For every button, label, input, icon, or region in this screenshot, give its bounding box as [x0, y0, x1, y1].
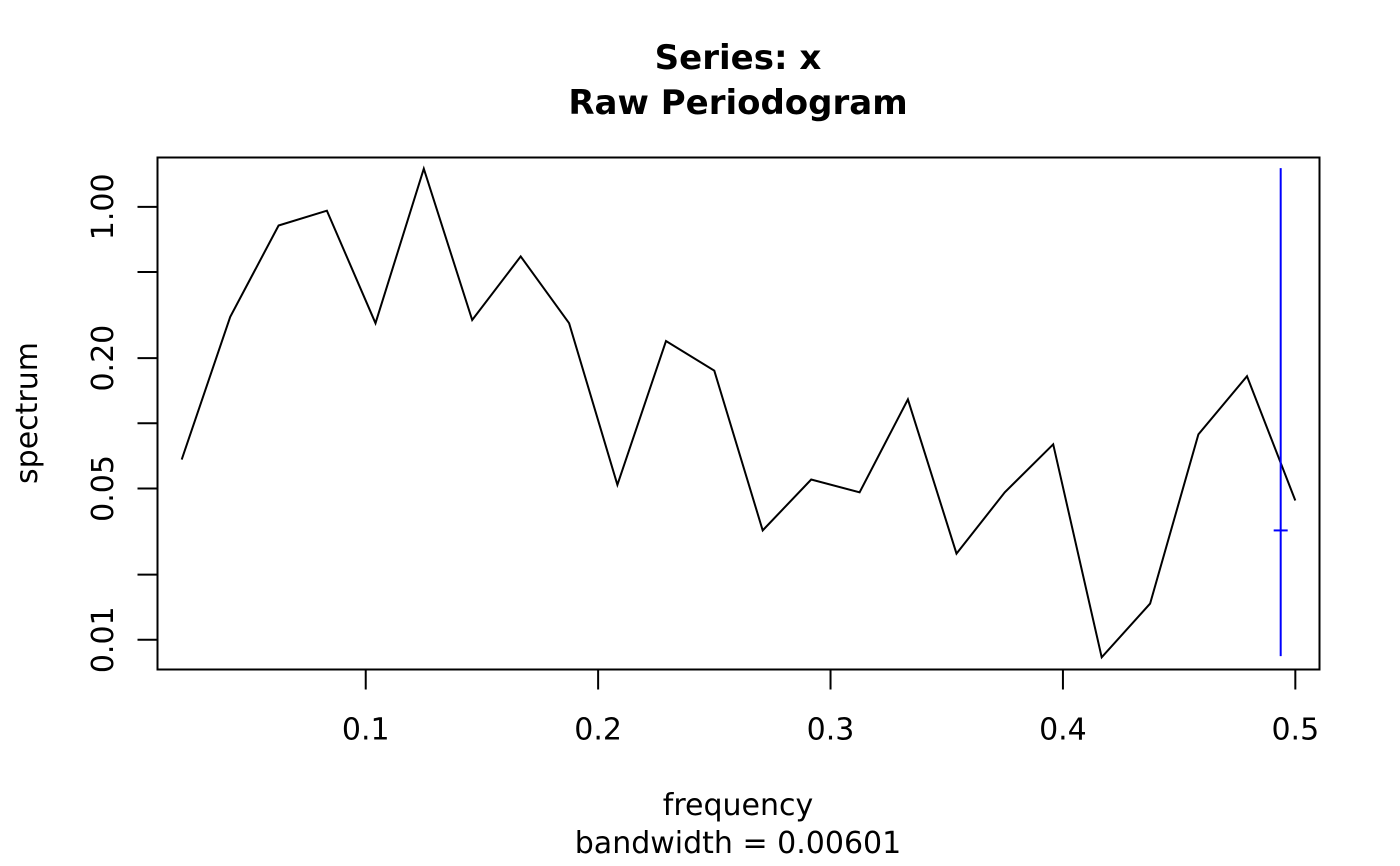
series-layer [180, 165, 1297, 660]
chart-subtitle: Raw Periodogram [568, 83, 907, 123]
x-tick-label: 0.5 [1271, 713, 1319, 748]
y-axis: 0.01 0.05 0.20 1.00 [86, 173, 159, 673]
y-axis-label: spectrum [10, 342, 45, 484]
y-tick-label: 1.00 [86, 173, 121, 240]
confidence-interval-bar [1273, 168, 1288, 657]
x-axis-bandwidth-label: bandwidth = 0.00601 [575, 826, 901, 861]
x-tick-label: 0.2 [574, 713, 622, 748]
x-tick-label: 0.3 [807, 713, 855, 748]
x-axis: 0.1 0.2 0.3 0.4 0.5 [342, 668, 1319, 748]
y-tick-label: 0.20 [86, 325, 121, 392]
y-tick-label: 0.05 [86, 455, 121, 522]
x-axis-label: frequency [663, 788, 813, 823]
x-tick-label: 0.1 [342, 713, 390, 748]
chart-title: Series: x [655, 38, 822, 78]
plot-frame [156, 156, 1321, 671]
series-line [180, 165, 1297, 660]
y-tick-label: 0.01 [86, 606, 121, 673]
x-tick-label: 0.4 [1039, 713, 1087, 748]
